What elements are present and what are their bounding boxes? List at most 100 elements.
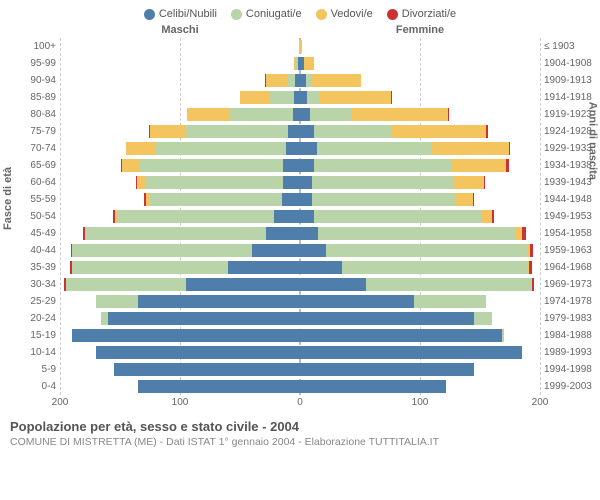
plot-area (60, 38, 540, 395)
birth-label: 1909-1913 (540, 72, 596, 89)
bar-segment (72, 244, 252, 257)
male-half (60, 55, 300, 72)
bar-segment (186, 278, 300, 291)
legend-item: Divorziati/e (387, 8, 456, 20)
pyramid-row (60, 344, 540, 361)
female-half (300, 259, 540, 276)
y-title-left: Fasce di età (2, 167, 14, 230)
pyramid-row (60, 38, 540, 55)
bar-segment (300, 193, 312, 206)
x-tick: 100 (412, 397, 429, 408)
pyramid-row (60, 208, 540, 225)
bar-segment (317, 142, 431, 155)
x-tick: 0 (297, 397, 303, 408)
bar-segment (150, 193, 282, 206)
age-label: 0-4 (4, 378, 60, 395)
legend-swatch (231, 9, 242, 20)
male-half (60, 106, 300, 123)
female-half (300, 276, 540, 293)
male-half (60, 242, 300, 259)
bar-segment (454, 176, 484, 189)
bar-segment (122, 159, 139, 172)
male-half (60, 293, 300, 310)
bar-segment (156, 142, 286, 155)
bar-segment (300, 227, 318, 240)
male-half (60, 72, 300, 89)
male-half (60, 208, 300, 225)
bar-segment (240, 91, 270, 104)
bar-segment (532, 278, 534, 291)
female-half (300, 123, 540, 140)
bar-segment (266, 74, 288, 87)
bar-segment (300, 108, 310, 121)
bar-segment (96, 295, 138, 308)
x-tick: 100 (172, 397, 189, 408)
birth-label: ≤ 1903 (540, 38, 596, 55)
female-half (300, 225, 540, 242)
bar-segment (319, 91, 391, 104)
legend: Celibi/NubiliConiugati/eVedovi/eDivorzia… (0, 0, 600, 24)
bar-segment (300, 380, 446, 393)
bar-segment (288, 125, 300, 138)
footer: Popolazione per età, sesso e stato civil… (0, 411, 600, 448)
age-label: 15-19 (4, 327, 60, 344)
bar-segment (300, 40, 302, 53)
bar-segment (474, 312, 492, 325)
age-label: 95-99 (4, 55, 60, 72)
pyramid-row (60, 123, 540, 140)
bar-segment (486, 125, 488, 138)
age-label: 90-94 (4, 72, 60, 89)
pyramid-row (60, 242, 540, 259)
chart-title: Popolazione per età, sesso e stato civil… (10, 419, 590, 434)
age-label: 20-24 (4, 310, 60, 327)
bar-segment (482, 210, 492, 223)
bar-segment (300, 346, 522, 359)
bar-segment (300, 329, 502, 342)
female-half (300, 361, 540, 378)
male-half (60, 327, 300, 344)
bar-segment (66, 278, 186, 291)
age-label: 25-29 (4, 293, 60, 310)
bar-segment (314, 210, 482, 223)
female-half (300, 310, 540, 327)
bar-segment (502, 329, 504, 342)
bar-segment (270, 91, 294, 104)
x-tick: 200 (52, 397, 69, 408)
female-half (300, 208, 540, 225)
female-half (300, 106, 540, 123)
age-label: 85-89 (4, 89, 60, 106)
female-half (300, 327, 540, 344)
bar-segment (145, 176, 283, 189)
legend-swatch (316, 9, 327, 20)
bar-segment (86, 227, 266, 240)
age-label: 100+ (4, 38, 60, 55)
bar-segment (300, 312, 474, 325)
age-label: 40-44 (4, 242, 60, 259)
chart-subtitle: COMUNE DI MISTRETTA (ME) - Dati ISTAT 1°… (10, 436, 590, 448)
male-half (60, 157, 300, 174)
bar-segment (311, 74, 361, 87)
bar-segment (312, 193, 456, 206)
female-half (300, 344, 540, 361)
bar-rows (60, 38, 540, 395)
legend-label: Divorziati/e (402, 8, 456, 20)
pyramid-row (60, 293, 540, 310)
birth-label: 1979-1983 (540, 310, 596, 327)
female-half (300, 140, 540, 157)
birth-label: 1974-1978 (540, 293, 596, 310)
bar-segment (473, 193, 474, 206)
bar-segment (96, 346, 300, 359)
pyramid-row (60, 276, 540, 293)
male-half (60, 276, 300, 293)
bar-segment (118, 210, 274, 223)
bar-segment (414, 295, 486, 308)
bar-segment (318, 227, 516, 240)
birth-label: 1954-1958 (540, 225, 596, 242)
female-half (300, 55, 540, 72)
bar-segment (484, 176, 485, 189)
bar-segment (342, 261, 528, 274)
label-female: Femmine (300, 24, 540, 36)
pyramid-row (60, 191, 540, 208)
bar-segment (310, 108, 352, 121)
bar-segment (314, 125, 392, 138)
